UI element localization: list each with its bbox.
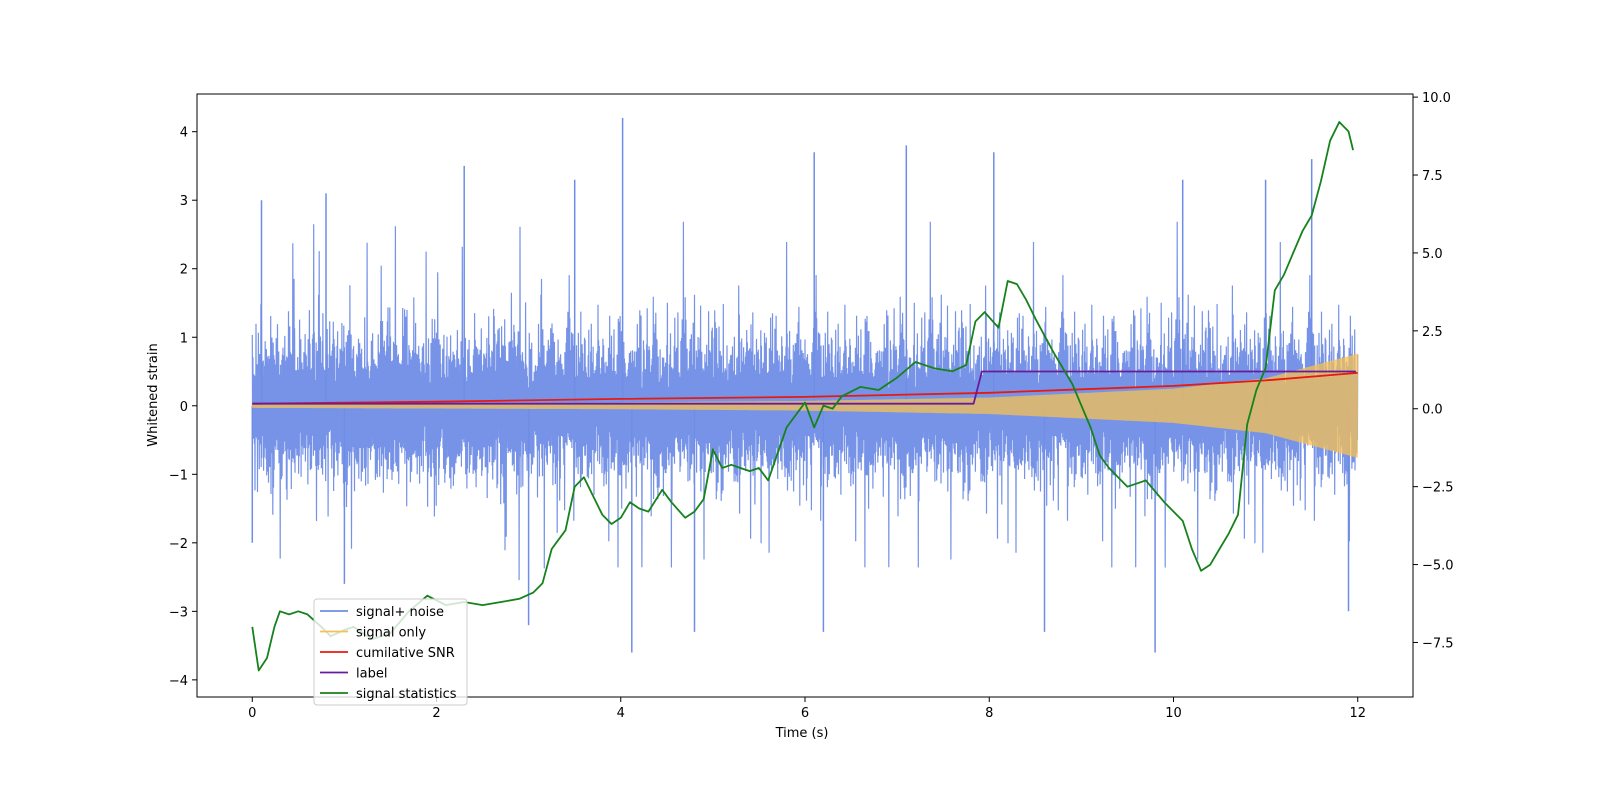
y2-tick-label-4: 2.5 bbox=[1422, 325, 1443, 340]
series-cumilative-snr-line bbox=[252, 372, 1358, 405]
series-label-line bbox=[252, 370, 1356, 405]
legend-label-cumilative-snr: cumilative SNR bbox=[356, 646, 455, 661]
legend-label-signal-statistics: signal statistics bbox=[356, 687, 457, 702]
y2-tick-label-7: 10.0 bbox=[1422, 91, 1451, 106]
y2-tick-label-5: 5.0 bbox=[1422, 247, 1443, 262]
series-signal-noise-trace bbox=[251, 221, 1359, 581]
legend-label-label: label bbox=[356, 667, 387, 682]
y-tick-label-2: −2 bbox=[169, 537, 188, 552]
y-tick-label-1: −3 bbox=[169, 605, 188, 620]
x-tick-label-2: 4 bbox=[617, 706, 625, 721]
x-axis-label: Time (s) bbox=[775, 726, 829, 741]
y2-tick-label-2: −2.5 bbox=[1422, 481, 1454, 496]
legend-box bbox=[313, 598, 468, 706]
y-tick-label-4: 0 bbox=[180, 400, 188, 415]
y-axis-right: −7.5 −5.0 −2.5 0.0 2.5 5.0 7.5 10.0 bbox=[1413, 91, 1454, 651]
y-tick-label-3: −1 bbox=[169, 468, 188, 483]
y2-tick-label-3: 0.0 bbox=[1422, 403, 1443, 418]
x-axis: 0 2 4 6 8 10 12 bbox=[248, 697, 1366, 721]
x-tick-label-5: 10 bbox=[1165, 706, 1182, 721]
x-tick-label-3: 6 bbox=[801, 706, 809, 721]
x-tick-label-4: 8 bbox=[985, 706, 993, 721]
y-axis-label: Whitened strain bbox=[146, 343, 161, 446]
y-tick-label-7: 3 bbox=[180, 194, 188, 209]
y2-tick-label-6: 7.5 bbox=[1422, 169, 1443, 184]
legend-label-signal-only: signal only bbox=[356, 626, 426, 641]
y-axis-left: −4 −3 −2 −1 0 1 2 3 4 bbox=[169, 126, 197, 689]
y-tick-label-6: 2 bbox=[180, 263, 188, 278]
x-tick-label-1: 2 bbox=[432, 706, 440, 721]
y-tick-label-0: −4 bbox=[169, 674, 188, 689]
x-tick-label-6: 12 bbox=[1349, 706, 1366, 721]
y-tick-label-8: 4 bbox=[180, 126, 188, 141]
x-tick-label-0: 0 bbox=[248, 706, 256, 721]
legend-label-signal-noise: signal+ noise bbox=[356, 605, 444, 620]
y2-tick-label-0: −7.5 bbox=[1422, 636, 1454, 651]
legend: signal+ noise signal only cumilative SNR la… bbox=[313, 598, 468, 706]
y-tick-label-5: 1 bbox=[180, 331, 188, 346]
y2-tick-label-1: −5.0 bbox=[1422, 559, 1454, 574]
